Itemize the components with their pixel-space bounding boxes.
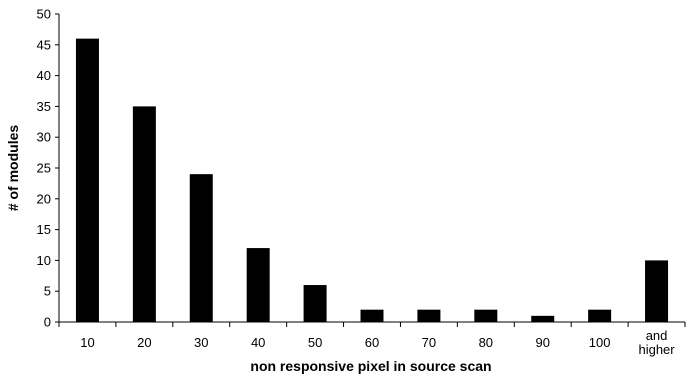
bars xyxy=(75,38,669,323)
y-tick-label: 15 xyxy=(37,222,51,237)
y-tick-label: 25 xyxy=(37,161,51,176)
x-tick-label: 20 xyxy=(137,335,151,350)
y-tick-label: 40 xyxy=(37,68,51,83)
x-tick-label: 50 xyxy=(308,335,322,350)
x-tick-label: 10 xyxy=(80,335,94,350)
y-tick-label: 0 xyxy=(44,315,51,330)
bar xyxy=(189,174,213,322)
x-tick-label: 60 xyxy=(365,335,379,350)
bar xyxy=(132,106,156,323)
x-tick-label: and higher xyxy=(638,328,675,357)
y-tick-label: 10 xyxy=(37,253,51,268)
x-tick-label: 80 xyxy=(479,335,493,350)
bar xyxy=(303,285,327,322)
y-tick-label: 30 xyxy=(37,130,51,145)
y-tick-label: 45 xyxy=(37,37,51,52)
x-tick-label: 90 xyxy=(535,335,549,350)
bar xyxy=(417,309,441,322)
y-tick-label: 50 xyxy=(37,7,51,22)
x-tick-label: 100 xyxy=(589,335,611,350)
bar xyxy=(588,309,612,322)
x-axis-ticks: 10 20 30 40 50 60 70 80 90 100 and higher xyxy=(58,322,686,357)
bar xyxy=(531,315,555,322)
y-axis-title: # of modules xyxy=(5,125,21,212)
bar xyxy=(360,309,384,322)
bar xyxy=(474,309,498,322)
x-tick-label: 30 xyxy=(194,335,208,350)
bar xyxy=(645,260,669,322)
y-tick-label: 35 xyxy=(37,99,51,114)
x-tick-label: 70 xyxy=(422,335,436,350)
bar xyxy=(75,38,99,322)
x-tick-label: 40 xyxy=(251,335,265,350)
bar xyxy=(246,248,270,322)
y-axis-ticks: 0 5 10 15 20 25 30 35 40 45 50 xyxy=(37,7,59,330)
y-tick-label: 5 xyxy=(44,284,51,299)
y-tick-label: 20 xyxy=(37,191,51,206)
x-axis-title: non responsive pixel in source scan xyxy=(250,358,491,374)
